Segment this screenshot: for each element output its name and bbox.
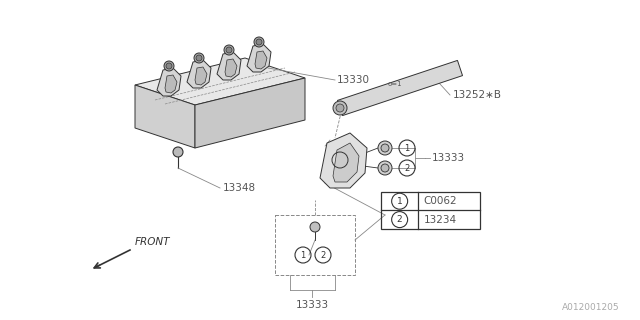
Polygon shape: [217, 52, 241, 80]
Text: A012001205: A012001205: [563, 303, 620, 313]
Circle shape: [196, 55, 202, 61]
Circle shape: [173, 147, 183, 157]
Text: 13333: 13333: [296, 300, 328, 310]
Text: 2: 2: [321, 251, 326, 260]
Text: 2: 2: [404, 164, 410, 172]
Circle shape: [381, 164, 389, 172]
Polygon shape: [195, 78, 305, 148]
Text: FRONT: FRONT: [135, 237, 170, 247]
Text: 2: 2: [397, 215, 403, 224]
Polygon shape: [333, 143, 359, 182]
Polygon shape: [255, 51, 267, 69]
Circle shape: [378, 161, 392, 175]
Polygon shape: [225, 59, 237, 77]
Text: o=1: o=1: [388, 81, 403, 87]
Circle shape: [254, 37, 264, 47]
Text: 13348: 13348: [223, 183, 256, 193]
Circle shape: [226, 47, 232, 53]
Polygon shape: [187, 60, 211, 88]
Polygon shape: [135, 85, 195, 148]
Circle shape: [310, 222, 320, 232]
Circle shape: [194, 53, 204, 63]
Text: 13330: 13330: [337, 75, 370, 85]
Circle shape: [381, 144, 389, 152]
Circle shape: [256, 39, 262, 45]
Polygon shape: [195, 67, 207, 85]
Circle shape: [224, 45, 234, 55]
Circle shape: [166, 63, 172, 69]
Circle shape: [378, 141, 392, 155]
Circle shape: [164, 61, 174, 71]
Text: 1: 1: [397, 197, 403, 206]
Polygon shape: [320, 133, 367, 188]
Text: 13252∗B: 13252∗B: [453, 90, 502, 100]
Polygon shape: [135, 58, 305, 105]
Polygon shape: [157, 68, 181, 96]
Polygon shape: [247, 44, 271, 72]
Bar: [381, 192, 480, 229]
Polygon shape: [165, 75, 177, 93]
Text: 13333: 13333: [432, 153, 465, 163]
Text: 13234: 13234: [424, 215, 456, 225]
Bar: [275, 215, 355, 275]
Circle shape: [336, 104, 344, 112]
Text: 1: 1: [300, 251, 306, 260]
Polygon shape: [337, 60, 463, 116]
Text: 1: 1: [404, 143, 410, 153]
Circle shape: [333, 101, 347, 115]
Text: C0062: C0062: [424, 196, 457, 206]
